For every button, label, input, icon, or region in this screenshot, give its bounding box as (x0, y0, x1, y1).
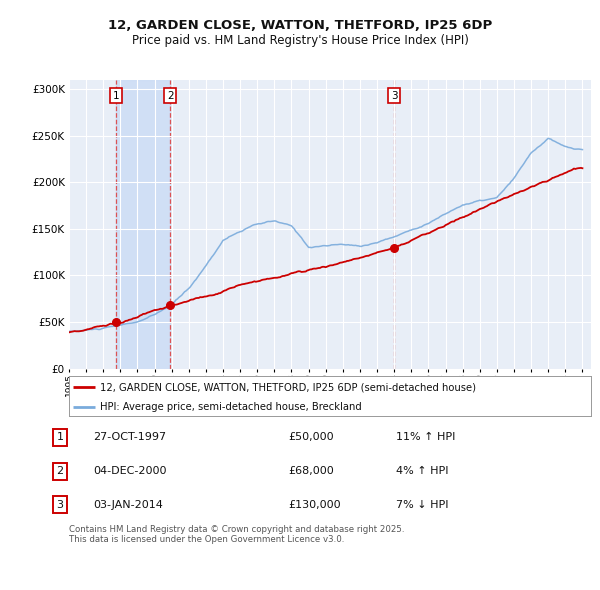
Text: Price paid vs. HM Land Registry's House Price Index (HPI): Price paid vs. HM Land Registry's House … (131, 34, 469, 47)
Text: 12, GARDEN CLOSE, WATTON, THETFORD, IP25 6DP (semi-detached house): 12, GARDEN CLOSE, WATTON, THETFORD, IP25… (100, 382, 476, 392)
Text: Contains HM Land Registry data © Crown copyright and database right 2025.
This d: Contains HM Land Registry data © Crown c… (69, 525, 404, 544)
Text: 2: 2 (56, 466, 64, 476)
Text: 03-JAN-2014: 03-JAN-2014 (93, 500, 163, 510)
Text: £68,000: £68,000 (288, 466, 334, 476)
Text: 12, GARDEN CLOSE, WATTON, THETFORD, IP25 6DP: 12, GARDEN CLOSE, WATTON, THETFORD, IP25… (108, 19, 492, 32)
Text: 04-DEC-2000: 04-DEC-2000 (93, 466, 167, 476)
Text: HPI: Average price, semi-detached house, Breckland: HPI: Average price, semi-detached house,… (100, 402, 362, 412)
Bar (116, 80, 170, 369)
Text: £130,000: £130,000 (288, 500, 341, 510)
Text: 27-OCT-1997: 27-OCT-1997 (93, 432, 166, 442)
Text: 7% ↓ HPI: 7% ↓ HPI (396, 500, 449, 510)
Text: 11% ↑ HPI: 11% ↑ HPI (396, 432, 455, 442)
Text: 3: 3 (56, 500, 64, 510)
Text: £50,000: £50,000 (288, 432, 334, 442)
Text: 4% ↑ HPI: 4% ↑ HPI (396, 466, 449, 476)
Text: 1: 1 (113, 90, 119, 100)
Text: 2: 2 (167, 90, 173, 100)
Text: 3: 3 (391, 90, 397, 100)
Text: 1: 1 (56, 432, 64, 442)
